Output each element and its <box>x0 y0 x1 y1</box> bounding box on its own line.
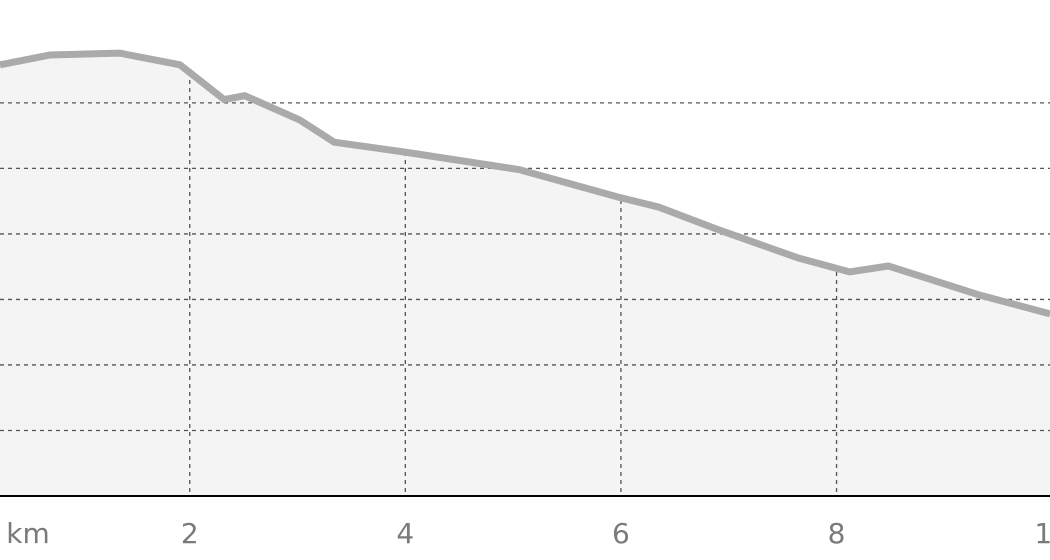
x-tick-label: 4 <box>396 517 414 550</box>
x-axis-label: km <box>6 517 50 550</box>
elevation-line <box>0 49 1050 318</box>
x-tick-label: 2 <box>181 517 199 550</box>
x-tick-label: 8 <box>828 517 846 550</box>
x-tick-label: 6 <box>612 517 630 550</box>
x-tick-label: 10 <box>1034 517 1050 550</box>
area-fill <box>0 53 1050 496</box>
